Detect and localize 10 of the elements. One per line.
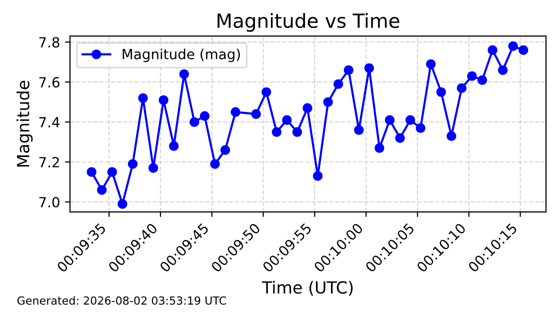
- legend-label: Magnitude (mag): [122, 48, 240, 62]
- x-axis-title: Time (UTC): [262, 280, 353, 296]
- y-tick-label: 7.4: [39, 117, 60, 128]
- text: Generated: 2026-08-02 03:53:19 UTC: [17, 296, 226, 305]
- y-tick-label: 7.6: [39, 77, 60, 88]
- y-tick-label: 7.2: [39, 156, 59, 168]
- y-tick-label: 7.8: [39, 37, 60, 48]
- y-tick-label: 7.0: [39, 196, 60, 208]
- chart-title: Magnitude vs Time: [218, 13, 400, 32]
- y-axis-title: Magnitude: [16, 80, 33, 167]
